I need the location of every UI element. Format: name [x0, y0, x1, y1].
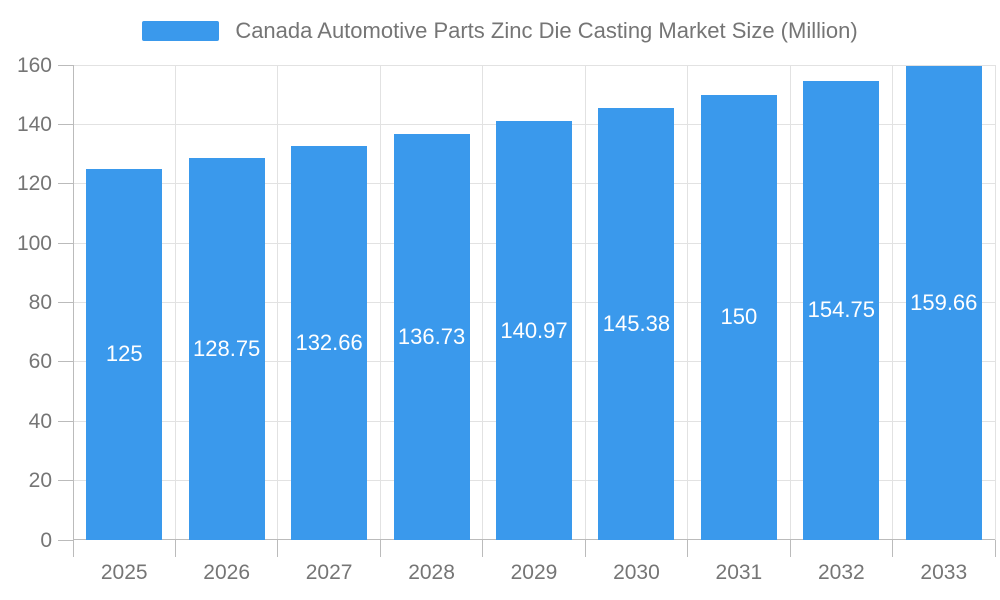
bar-value-label: 154.75: [807, 297, 875, 323]
x-axis-tick: [994, 540, 996, 557]
y-axis-label: 0: [40, 528, 52, 552]
y-axis-tick: [58, 539, 73, 541]
x-axis-label: 2030: [613, 561, 660, 584]
y-axis-label: 140: [16, 112, 52, 136]
gridline-vertical: [482, 65, 484, 540]
bar[interactable]: 125: [86, 168, 163, 540]
y-axis-label: 160: [16, 53, 52, 77]
y-axis-tick: [58, 480, 73, 482]
y-axis-tick: [58, 302, 73, 303]
bar[interactable]: 150: [700, 94, 777, 540]
bar-value-label: 140.97: [500, 317, 568, 343]
x-axis-label: 2027: [305, 561, 353, 584]
y-axis-tick: [58, 183, 73, 185]
y-axis-tick: [58, 64, 73, 66]
y-axis-tick: [58, 420, 73, 422]
gridline-vertical: [687, 65, 689, 540]
bar[interactable]: 154.75: [803, 80, 880, 540]
bar[interactable]: 145.38: [598, 108, 675, 540]
bar[interactable]: 128.75: [188, 157, 265, 540]
x-axis-tick: [174, 540, 176, 557]
x-axis-label: 2026: [203, 561, 251, 584]
plot-area: 0 20 40 60 80 100 120 140 160 2025 2026 2027 2028 202…: [17, 55, 996, 583]
bar-value-label: 128.75: [193, 335, 261, 361]
y-axis-label: 80: [28, 291, 52, 314]
gridline-vertical: [379, 65, 381, 540]
bar-value-label: 125: [105, 341, 143, 367]
gridline-vertical: [174, 65, 176, 540]
x-axis-tick: [482, 540, 484, 557]
x-axis-label: 2029: [510, 561, 558, 584]
x-axis-tick: [277, 540, 279, 557]
x-axis-label: 2032: [817, 561, 865, 584]
gridline-vertical: [892, 65, 894, 540]
bar-value-label: 150: [720, 304, 758, 330]
bar[interactable]: 140.97: [496, 121, 572, 540]
x-axis-tick: [72, 540, 74, 557]
y-axis-label: 60: [28, 350, 52, 374]
legend: Canada Automotive Parts Zinc Die Casting…: [0, 16, 1000, 46]
bar[interactable]: 136.73: [393, 134, 470, 540]
x-axis-label: 2028: [408, 561, 455, 584]
x-axis-label: 2033: [920, 561, 968, 584]
y-axis-tick: [58, 123, 73, 125]
bar-value-label: 145.38: [602, 311, 671, 337]
bar-value-label: 159.66: [910, 289, 978, 315]
legend-swatch: [142, 21, 220, 41]
y-axis-tick: [58, 361, 73, 363]
legend-item[interactable]: Canada Automotive Parts Zinc Die Casting…: [142, 16, 858, 46]
gridline-vertical: [994, 65, 996, 540]
bar-value-label: 136.73: [397, 324, 466, 350]
gridline-horizontal: [73, 64, 995, 66]
gridline-vertical: [789, 65, 791, 540]
y-axis-label: 100: [16, 231, 52, 255]
y-axis-label: 40: [28, 409, 52, 433]
y-axis-tick: [58, 242, 73, 244]
x-axis-label: 2031: [715, 561, 763, 584]
x-axis-tick: [789, 540, 791, 557]
y-axis-line: [73, 65, 74, 540]
bar[interactable]: 132.66: [291, 146, 368, 540]
x-axis-tick: [584, 540, 586, 557]
gridline-vertical: [584, 65, 586, 540]
x-axis-tick: [687, 540, 689, 557]
legend-label: Canada Automotive Parts Zinc Die Casting…: [235, 18, 858, 43]
bar[interactable]: 159.66: [905, 66, 982, 540]
x-axis-tick: [892, 540, 894, 557]
bar-value-label: 132.66: [295, 330, 363, 356]
gridline-vertical: [277, 65, 279, 540]
x-axis-label: 2025: [100, 561, 148, 584]
y-axis-label: 20: [28, 469, 52, 493]
x-axis-tick: [379, 540, 381, 557]
y-axis-label: 120: [16, 172, 52, 196]
